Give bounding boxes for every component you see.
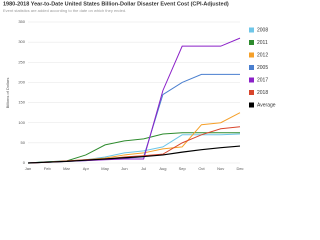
x-tick-label: May: [101, 166, 109, 171]
legend-swatch: [249, 102, 254, 108]
series-line: [27, 112, 241, 164]
y-tick-label: 0: [23, 160, 26, 165]
legend-label: 2008: [257, 27, 268, 33]
legend-swatch: [249, 90, 254, 95]
x-tick-label: Dec: [236, 166, 243, 171]
series-line: [27, 132, 240, 164]
chart-title: 1980-2018 Year-to-Date United States Bil…: [3, 1, 229, 7]
x-tick-label: Jun: [121, 166, 127, 171]
legend-label: 2011: [257, 40, 268, 46]
y-tick-label: 250: [18, 59, 25, 64]
x-tick-label: Sep: [179, 166, 187, 171]
x-tick-label: Apr: [83, 166, 90, 171]
x-tick-label: Jul: [141, 166, 146, 171]
x-tick-label: Aug: [159, 166, 166, 171]
x-tick-label: Nov: [217, 166, 224, 171]
y-tick-label: 350: [18, 19, 25, 24]
legend-swatch: [249, 77, 254, 83]
y-tick-label: 200: [18, 79, 25, 84]
legend-label: 2017: [257, 77, 268, 83]
x-tick-label: Mar: [63, 166, 71, 171]
y-tick-label: 100: [18, 120, 25, 125]
x-tick-label: Jan: [25, 166, 31, 171]
chart: 1980-2018 Year-to-Date United States Bil…: [3, 1, 276, 171]
y-tick-label: 150: [18, 100, 25, 105]
legend-label: 2012: [257, 52, 268, 58]
chart-subtitle: Event statistics are added according to …: [3, 8, 126, 13]
legend-swatch: [249, 40, 254, 45]
legend-swatch: [249, 52, 254, 58]
x-tick-label: Oct: [198, 166, 205, 171]
page: 1980-2018 Year-to-Date United States Bil…: [3, 1, 276, 172]
y-axis-label: Billions of Dollars: [5, 78, 10, 109]
series-line: [27, 73, 240, 164]
series-line: [27, 145, 241, 164]
y-tick-label: 50: [21, 140, 26, 145]
legend-label: 2005: [257, 65, 268, 71]
legend-label: Average: [257, 102, 276, 108]
legend-label: 2018: [257, 90, 268, 96]
y-tick-label: 300: [18, 39, 25, 44]
legend-swatch: [249, 65, 254, 70]
x-tick-label: Feb: [44, 166, 52, 171]
legend-swatch: [249, 27, 254, 33]
series-line: [27, 37, 241, 164]
